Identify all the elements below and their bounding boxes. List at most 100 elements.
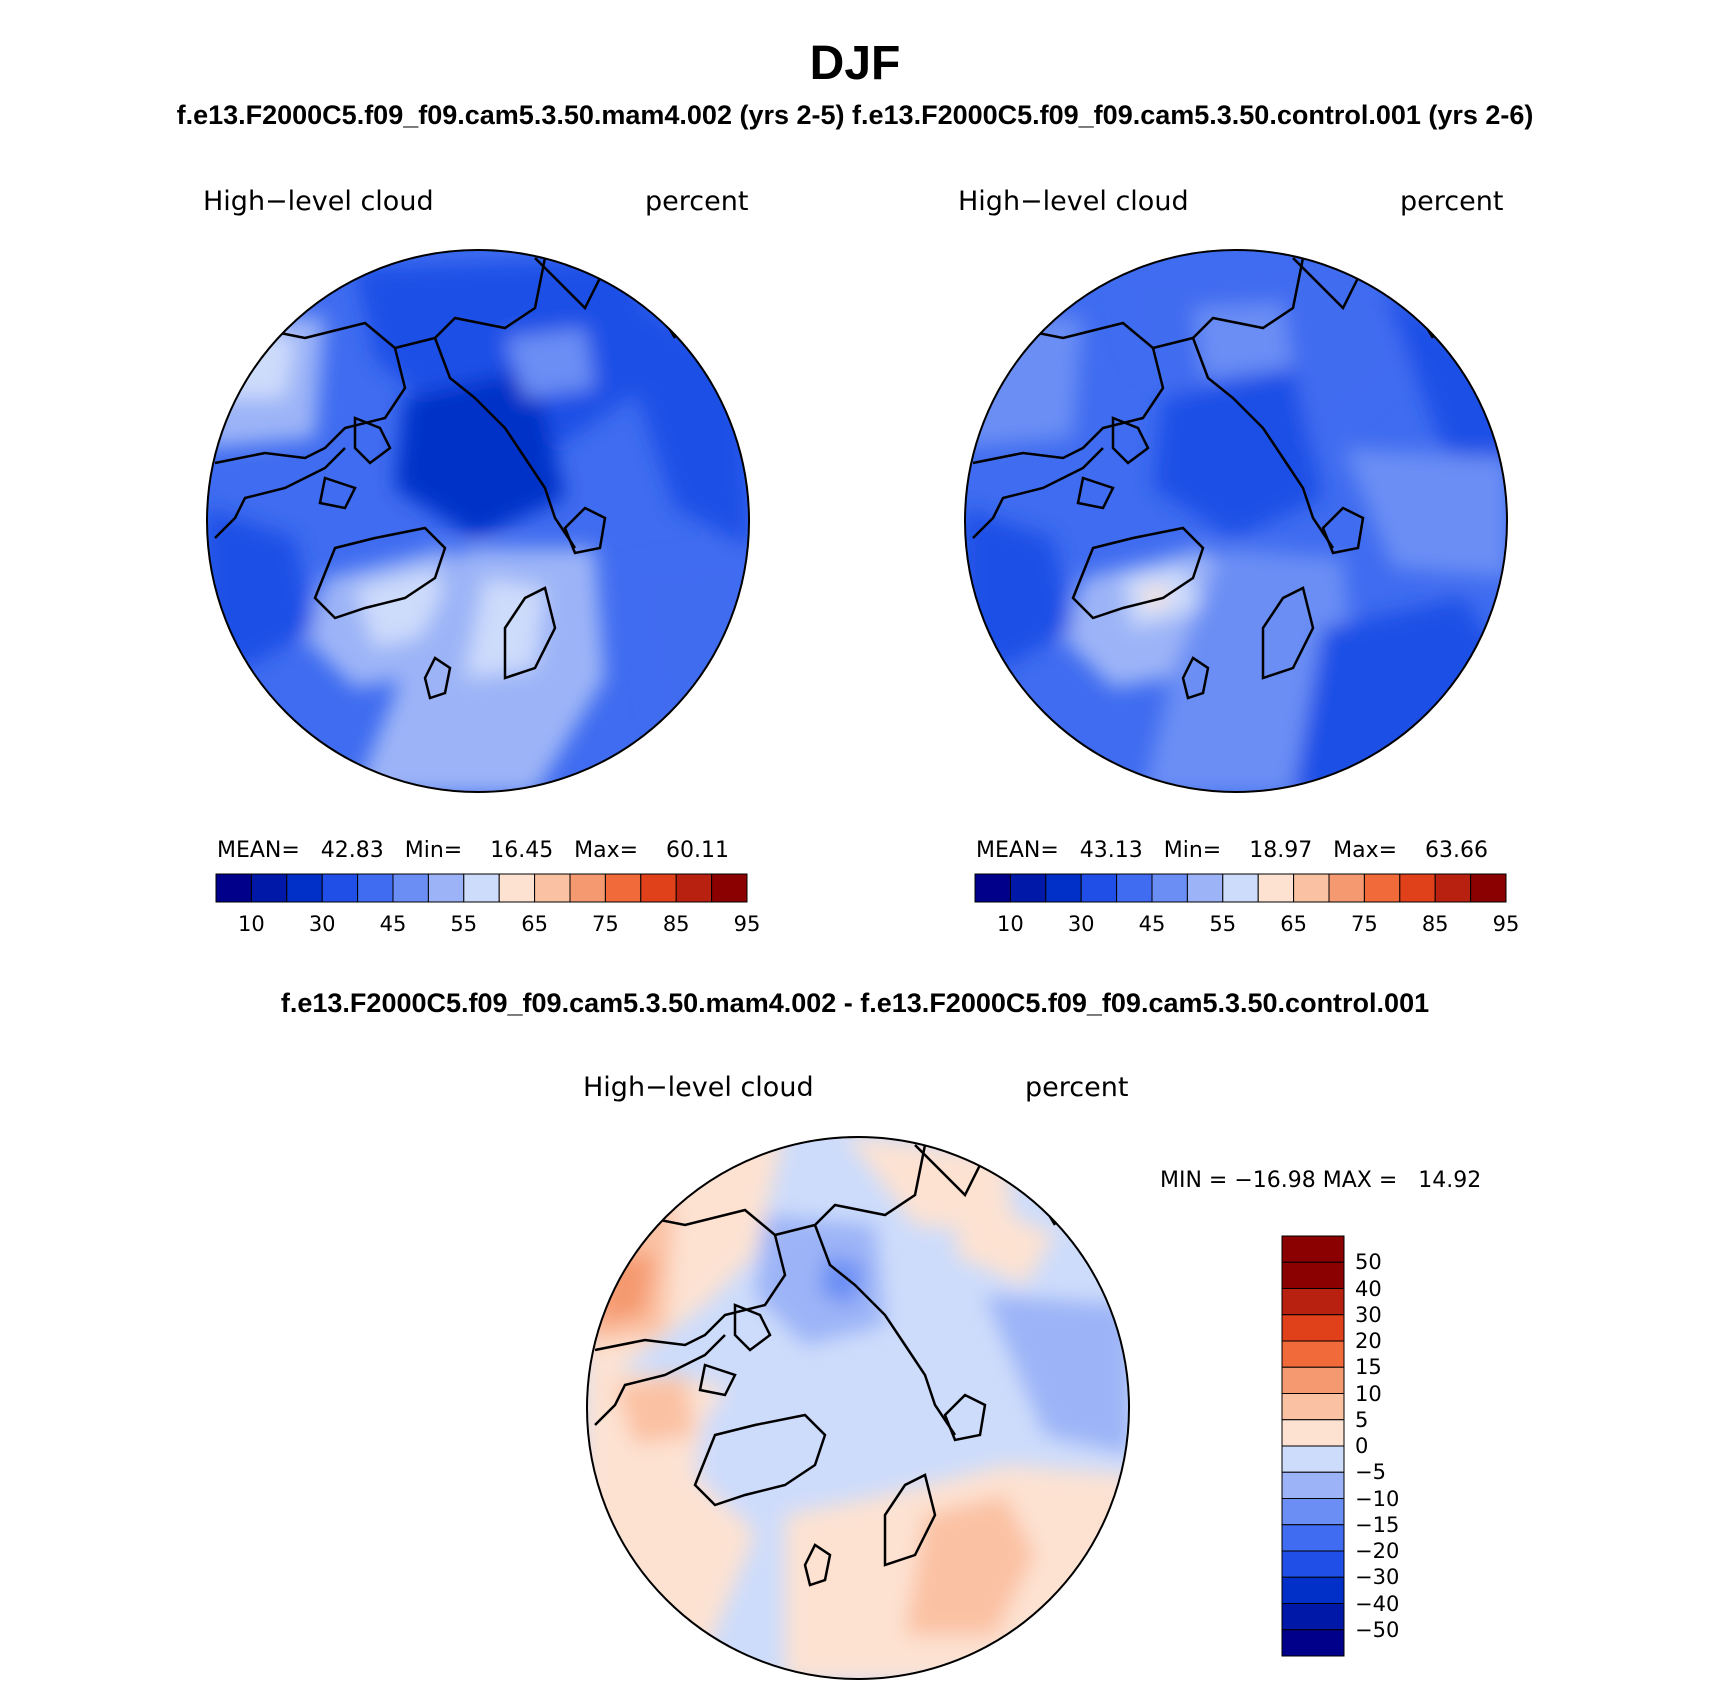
colorbar-tick-label: 30 — [1355, 1302, 1382, 1327]
colorbar-box — [1281, 1550, 1345, 1578]
panel1-colorbar — [215, 873, 748, 903]
colorbar-tick-label: 5 — [1355, 1407, 1369, 1432]
colorbar-box — [1281, 1314, 1345, 1342]
diff-coastline — [813, 1224, 957, 1436]
panel1-scandinavia — [503, 586, 557, 680]
colorbar-tick-label: −10 — [1355, 1486, 1400, 1511]
diff-title: f.e13.F2000C5.f09_f09.cam5.3.50.mam4.002… — [280, 988, 1430, 1018]
colorbar-tick-label: 95 — [733, 912, 761, 936]
panel2-greenland — [1071, 526, 1205, 620]
diff-minmax: MIN = −16.98 MAX = 14.92 — [1160, 1168, 1482, 1193]
colorbar-box — [1222, 873, 1259, 903]
panel2-variable: High−level cloud — [958, 186, 1189, 217]
colorbar-box — [534, 873, 571, 903]
colorbar-tick-label: 15 — [1355, 1355, 1382, 1380]
panel1-field-region — [207, 508, 315, 668]
colorbar-box — [1281, 1366, 1345, 1394]
colorbar-box — [1281, 1471, 1345, 1499]
panel1-map-border — [206, 249, 750, 793]
colorbar-box — [1281, 1576, 1345, 1604]
diff-field-region — [985, 1295, 1129, 1455]
colorbar-box — [1328, 873, 1365, 903]
panel2-coastline — [1076, 476, 1115, 510]
panel1-greenland — [313, 526, 447, 620]
colorbar-tick-label: 55 — [1209, 912, 1237, 936]
colorbar-box — [1281, 1261, 1345, 1289]
colorbar-tick-label: −40 — [1355, 1591, 1400, 1616]
colorbar-box — [974, 873, 1011, 903]
colorbar-box — [1281, 1393, 1345, 1421]
panel2-scandinavia — [1261, 586, 1315, 680]
colorbar-box — [1399, 873, 1436, 903]
colorbar-box — [1281, 1524, 1345, 1552]
colorbar-tick-label: 85 — [1421, 912, 1449, 936]
colorbar-tick-label: 30 — [308, 912, 336, 936]
colorbar-box — [1281, 1235, 1345, 1263]
panel2-coastline — [972, 447, 1104, 539]
panel2-map-border — [964, 249, 1508, 793]
panel1-units: percent — [645, 186, 749, 217]
colorbar-tick-label: 45 — [379, 912, 407, 936]
colorbar-box — [1080, 873, 1118, 903]
panel2-colorbar — [974, 873, 1507, 903]
panel2-polar-map — [964, 249, 1508, 793]
colorbar-box — [1186, 873, 1224, 903]
panel1-coastline — [214, 447, 346, 539]
diff-polar-map — [586, 1136, 1130, 1680]
colorbar-box — [250, 873, 288, 903]
panel1-field-region — [505, 328, 595, 398]
panel2-field-region — [1153, 368, 1323, 538]
panel1-britain — [423, 656, 452, 700]
diff-coastline — [733, 1303, 772, 1352]
colorbar-box — [1116, 873, 1153, 903]
colorbar-box — [215, 873, 252, 903]
colorbar-box — [1281, 1629, 1345, 1657]
colorbar-box — [640, 873, 677, 903]
colorbar-tick-label: −5 — [1355, 1460, 1386, 1485]
diff-field-region — [695, 1385, 835, 1515]
panel2-coastline — [1321, 506, 1365, 555]
colorbar-tick-label: 10 — [238, 912, 265, 936]
subtitle-right: f.e13.F2000C5.f09_f09.cam5.3.50.control.… — [852, 100, 1534, 130]
panel2-colorbar-ticks: 10 30 45 55 65 75 85 95 — [975, 912, 1519, 942]
colorbar-box — [427, 873, 465, 903]
colorbar-box — [569, 873, 606, 903]
colorbar-box — [286, 873, 323, 903]
panel1-field-region — [395, 368, 565, 538]
panel2-coastline — [1191, 337, 1335, 549]
colorbar-box — [1281, 1419, 1345, 1447]
subtitle-left: f.e13.F2000C5.f09_f09.cam5.3.50.mam4.002… — [176, 100, 845, 130]
panel1-coastline — [433, 337, 577, 549]
panel2-field-region — [965, 508, 1073, 668]
colorbar-box — [498, 873, 536, 903]
colorbar-tick-label: −20 — [1355, 1539, 1400, 1563]
panel1-variable: High−level cloud — [203, 186, 434, 217]
colorbar-tick-label: 85 — [662, 912, 690, 936]
colorbar-box — [675, 873, 713, 903]
colorbar-tick-label: 75 — [1351, 912, 1378, 936]
colorbar-tick-label: 40 — [1355, 1276, 1382, 1301]
colorbar-tick-label: 50 — [1355, 1250, 1382, 1275]
colorbar-box — [321, 873, 359, 903]
diff-britain — [803, 1543, 832, 1587]
panel2-britain — [1181, 656, 1210, 700]
diff-variable: High−level cloud — [583, 1072, 814, 1103]
colorbar-box — [463, 873, 500, 903]
colorbar-box — [1293, 873, 1330, 903]
panel2-coastline — [1111, 416, 1150, 465]
colorbar-box — [604, 873, 642, 903]
diff-field-region — [905, 1495, 1035, 1635]
colorbar-box — [1363, 873, 1401, 903]
panel1-coastline — [318, 476, 357, 510]
figure-title: DJF — [809, 37, 901, 90]
panel2-units: percent — [1400, 186, 1504, 217]
panel1-polar-map — [206, 249, 750, 793]
colorbar-tick-label: −50 — [1355, 1617, 1400, 1642]
colorbar-tick-label: 0 — [1355, 1434, 1369, 1458]
colorbar-tick-label: 75 — [592, 912, 619, 936]
panel2-coastline — [972, 347, 1165, 465]
colorbar-tick-label: 10 — [1355, 1381, 1382, 1406]
colorbar-tick-label: −30 — [1355, 1565, 1400, 1590]
diff-greenland — [693, 1413, 827, 1507]
colorbar-box — [392, 873, 429, 903]
